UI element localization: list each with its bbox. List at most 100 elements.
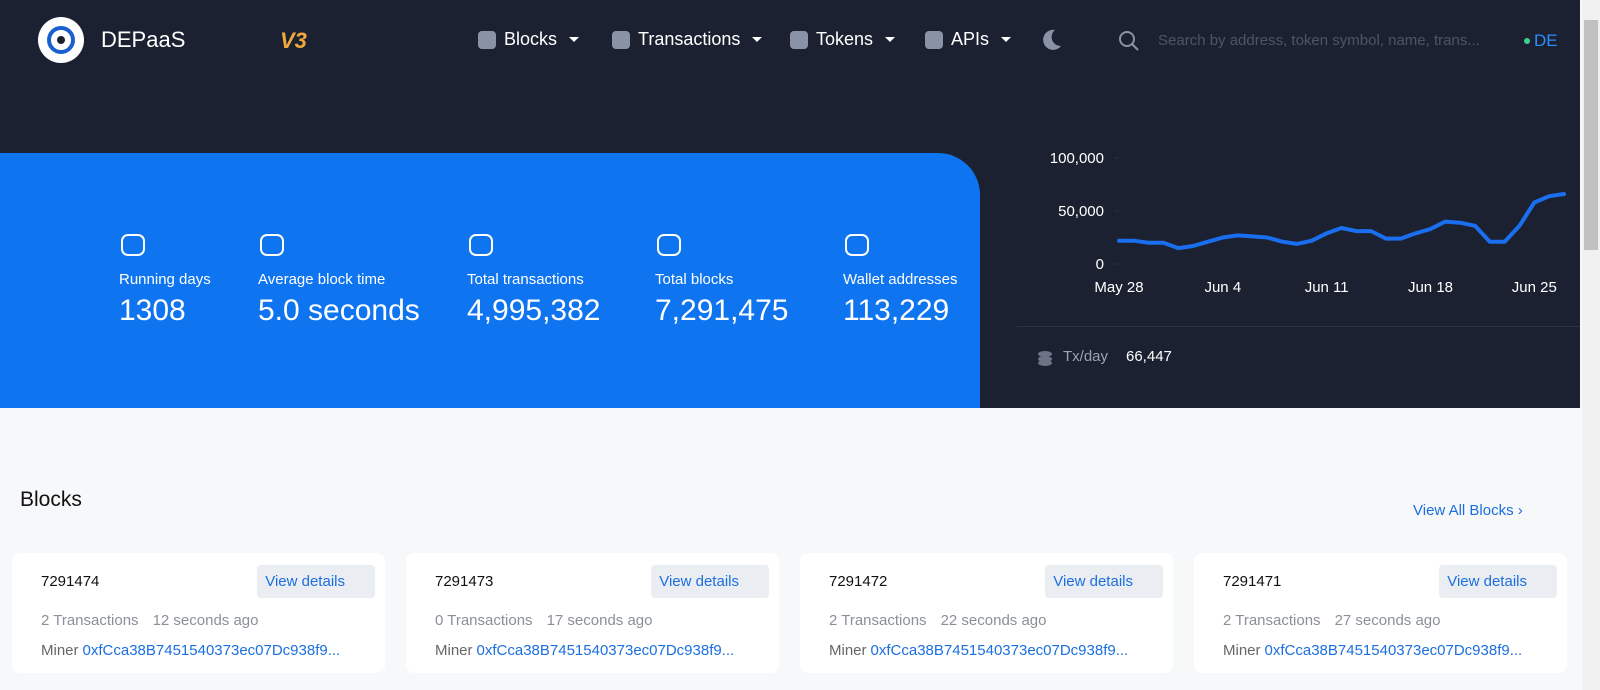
stat-icon bbox=[121, 234, 145, 256]
tx-chart: 0 50,000 100,000 May 28 Jun 4 Jun 11 Jun 18 Jun… bbox=[1050, 150, 1566, 296]
stat-icon bbox=[845, 234, 869, 256]
stat-label: Running days bbox=[119, 271, 211, 288]
nav-label[interactable]: Transactions bbox=[638, 29, 741, 49]
nav-label[interactable]: APIs bbox=[951, 29, 990, 49]
nav-item[interactable]: APIs bbox=[925, 29, 1012, 50]
view-all-link[interactable]: View All Blocks › bbox=[1413, 502, 1523, 519]
scrollbar[interactable] bbox=[1582, 0, 1600, 690]
miner-label: Miner bbox=[435, 642, 473, 659]
tx-count: 2 Transactions bbox=[41, 612, 139, 629]
tx-count: 2 Transactions bbox=[829, 612, 927, 629]
x-tick-label: Jun 11 bbox=[1305, 279, 1349, 296]
stat-value: 5.0 seconds bbox=[258, 294, 420, 327]
x-tick-label: May 28 bbox=[1094, 279, 1143, 296]
block-meta: 0 Transactions 17 seconds ago bbox=[435, 612, 652, 629]
scroll-thumb[interactable] bbox=[1584, 20, 1598, 250]
stat-icon bbox=[260, 234, 284, 256]
block-card[interactable]: 7291473 View details 0 Transactions 17 seco… bbox=[406, 553, 779, 673]
nav-caret[interactable] bbox=[569, 37, 580, 42]
status-dot bbox=[1524, 38, 1530, 44]
nav-item[interactable]: Tokens bbox=[790, 29, 896, 50]
version: V3 bbox=[280, 28, 307, 53]
x-tick-label: Jun 18 bbox=[1408, 279, 1453, 296]
miner-address[interactable]: 0xfCca38B7451540373ec07Dc938f9... bbox=[476, 642, 735, 659]
block-number[interactable]: 7291474 bbox=[41, 573, 100, 590]
stat: Running days 1308 bbox=[119, 232, 211, 328]
stat: Wallet addresses 113,229 bbox=[843, 232, 958, 328]
stat: Average block time 5.0 seconds bbox=[258, 232, 420, 328]
miner-label: Miner bbox=[1223, 642, 1261, 659]
block-age: 17 seconds ago bbox=[546, 612, 653, 629]
stat-value: 7,291,475 bbox=[655, 294, 789, 327]
stat: Total transactions 4,995,382 bbox=[467, 232, 600, 328]
y-tick-label: 100,000 bbox=[1050, 150, 1104, 167]
miner-row: Miner 0xfCca38B7451540373ec07Dc938f9... bbox=[41, 642, 340, 659]
stat-label: Average block time bbox=[258, 271, 386, 288]
nav-item[interactable]: Transactions bbox=[612, 29, 763, 50]
x-tick-label: Jun 4 bbox=[1204, 279, 1241, 296]
view-details-button[interactable]: View details bbox=[1439, 565, 1557, 598]
miner-address[interactable]: 0xfCca38B7451540373ec07Dc938f9... bbox=[1264, 642, 1523, 659]
data-line bbox=[1117, 192, 1566, 251]
language[interactable]: DE bbox=[1534, 31, 1558, 50]
stat-icon bbox=[657, 234, 681, 256]
search-input[interactable]: Search by address, token symbol, name, t… bbox=[1158, 32, 1480, 49]
stat-label: Wallet addresses bbox=[843, 271, 958, 288]
block-meta: 2 Transactions 27 seconds ago bbox=[1223, 612, 1440, 629]
view-details-button[interactable]: View details bbox=[257, 565, 375, 598]
y-tick-label: 50,000 bbox=[1058, 203, 1104, 220]
block-card[interactable]: 7291471 View details 2 Transactions 27 seco… bbox=[1194, 553, 1567, 673]
nav-label[interactable]: Blocks bbox=[504, 29, 558, 49]
stat-value: 113,229 bbox=[843, 294, 950, 327]
stat-label: Total blocks bbox=[655, 271, 734, 288]
nav-caret[interactable] bbox=[752, 37, 763, 42]
block-card[interactable]: 7291472 View details 2 Transactions 22 seco… bbox=[800, 553, 1173, 673]
stat-value: 4,995,382 bbox=[467, 294, 601, 327]
block-age: 12 seconds ago bbox=[152, 612, 259, 629]
brand[interactable]: DEPaaS bbox=[101, 27, 186, 52]
nav-icon[interactable] bbox=[478, 30, 496, 49]
divider bbox=[1017, 326, 1580, 327]
block-number[interactable]: 7291471 bbox=[1223, 573, 1282, 590]
stat: Total blocks 7,291,475 bbox=[655, 232, 788, 328]
miner-row: Miner 0xfCca38B7451540373ec07Dc938f9... bbox=[1223, 642, 1522, 659]
nav-item[interactable]: Blocks bbox=[478, 29, 580, 50]
miner-label: Miner bbox=[829, 642, 867, 659]
section-title: Blocks bbox=[20, 488, 82, 511]
view-details-button[interactable]: View details bbox=[651, 565, 769, 598]
y-tick-label: 0 bbox=[1096, 256, 1104, 273]
miner-address[interactable]: 0xfCca38B7451540373ec07Dc938f9... bbox=[82, 642, 341, 659]
nav-icon[interactable] bbox=[925, 30, 943, 49]
stat-value: 1308 bbox=[119, 294, 186, 327]
nav-caret[interactable] bbox=[1001, 37, 1012, 42]
stats-panel bbox=[0, 153, 980, 408]
miner-row: Miner 0xfCca38B7451540373ec07Dc938f9... bbox=[829, 642, 1128, 659]
tx-per-day-label: Tx/day bbox=[1063, 348, 1109, 365]
nav-label[interactable]: Tokens bbox=[816, 29, 874, 49]
miner-address[interactable]: 0xfCca38B7451540373ec07Dc938f9... bbox=[870, 642, 1129, 659]
coins-icon bbox=[1038, 351, 1052, 366]
stat-icon bbox=[469, 234, 493, 256]
view-details-button[interactable]: View details bbox=[1045, 565, 1163, 598]
x-tick-label: Jun 25 bbox=[1512, 279, 1557, 296]
theme-toggle[interactable] bbox=[1040, 27, 1064, 51]
block-number[interactable]: 7291473 bbox=[435, 573, 494, 590]
nav-icon[interactable] bbox=[790, 30, 808, 49]
block-meta: 2 Transactions 22 seconds ago bbox=[829, 612, 1046, 629]
tx-count: 0 Transactions bbox=[435, 612, 533, 629]
view-all-text[interactable]: View All Blocks bbox=[1413, 502, 1514, 519]
tx-count: 2 Transactions bbox=[1223, 612, 1321, 629]
logo[interactable] bbox=[38, 17, 84, 63]
block-age: 27 seconds ago bbox=[1334, 612, 1441, 629]
nav-caret[interactable] bbox=[885, 37, 896, 42]
tx-per-day-value: 66,447 bbox=[1126, 348, 1172, 365]
miner-row: Miner 0xfCca38B7451540373ec07Dc938f9... bbox=[435, 642, 734, 659]
block-meta: 2 Transactions 12 seconds ago bbox=[41, 612, 258, 629]
nav-icon[interactable] bbox=[612, 30, 630, 49]
block-number[interactable]: 7291472 bbox=[829, 573, 888, 590]
block-card[interactable]: 7291474 View details 2 Transactions 12 seco… bbox=[12, 553, 385, 673]
search-icon[interactable] bbox=[1118, 30, 1140, 52]
miner-label: Miner bbox=[41, 642, 79, 659]
block-age: 22 seconds ago bbox=[940, 612, 1047, 629]
